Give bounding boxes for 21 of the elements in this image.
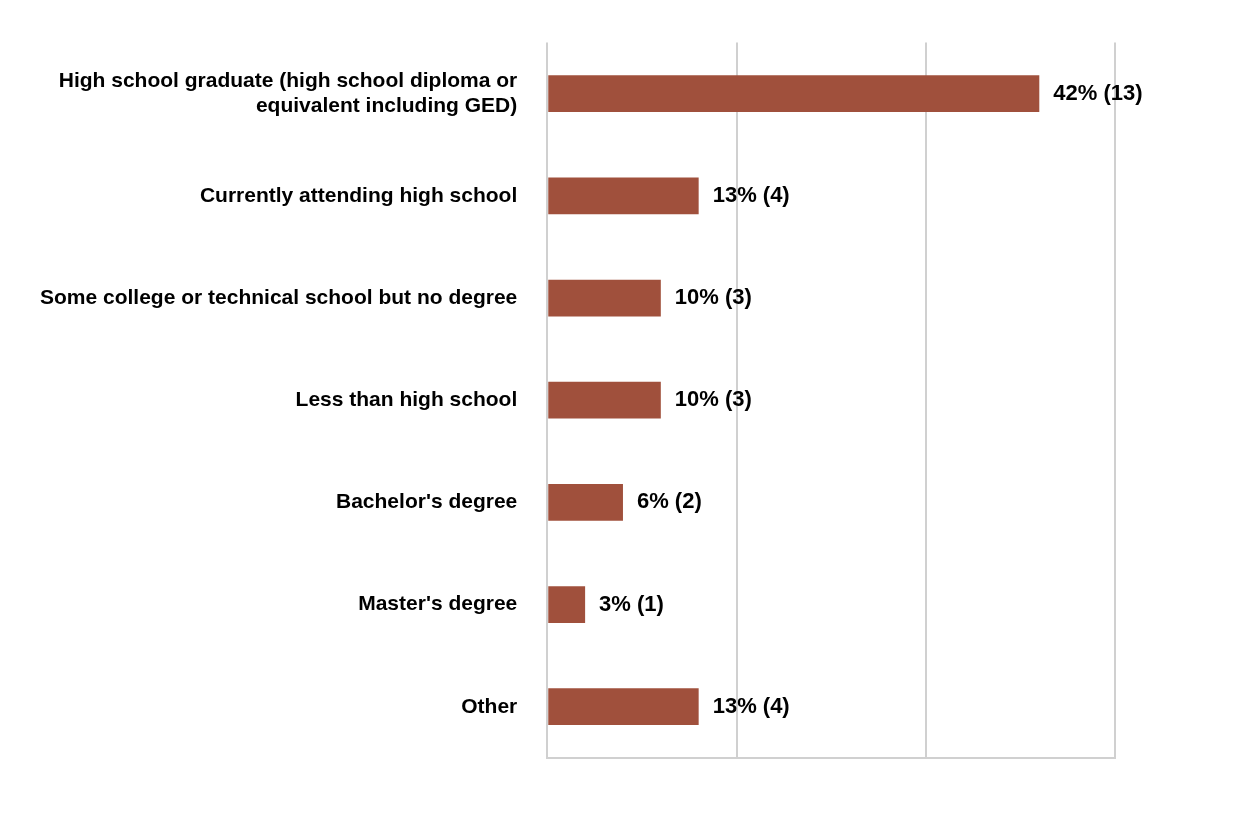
y-tick-label: Bachelor's degree <box>336 489 518 513</box>
data-label: 10% (3) <box>674 284 752 310</box>
bar <box>548 279 661 317</box>
data-label: 6% (2) <box>636 488 702 514</box>
data-label: 42% (13) <box>1053 79 1143 105</box>
data-label: 3% (1) <box>599 590 664 616</box>
bar <box>548 75 1040 113</box>
bar <box>548 381 661 419</box>
bar <box>548 483 623 521</box>
y-tick-label: Currently attending high school <box>199 182 518 206</box>
data-label: 13% (4) <box>712 692 790 718</box>
y-tick-label: Some college or technical school but no degree <box>39 284 518 308</box>
bar <box>548 586 586 623</box>
y-tick-label: Less than high school <box>295 387 518 410</box>
y-tick-label: High school graduate (high school diploma or equivalent including GED) <box>58 67 518 117</box>
y-tick-label: Master's degree <box>358 591 518 615</box>
y-tick-label: Other <box>461 693 518 717</box>
data-label: 13% (4) <box>712 181 790 207</box>
data-label: 10% (3) <box>674 386 752 412</box>
bar <box>548 177 699 215</box>
bar <box>548 688 699 726</box>
